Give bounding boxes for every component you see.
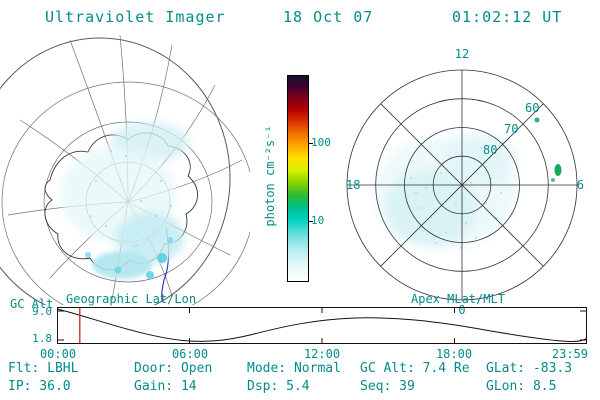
colorbar-tick-100-mark: [308, 143, 313, 144]
altitude-plot-ticks: [57, 307, 587, 344]
apex-panel-caption: Apex MLat/MLT: [411, 292, 505, 306]
mlt-label-0: 0: [458, 303, 465, 317]
mlat-label-80: 80: [483, 143, 497, 157]
status-glon: GLon: 8.5: [486, 379, 557, 394]
mlt-label-18: 18: [346, 178, 360, 192]
alt-ymin-label: 1.8: [32, 332, 52, 345]
status-ip: IP: 36.0: [8, 379, 71, 394]
status-dsp: Dsp: 5.4: [247, 379, 310, 394]
xtick-1800: 18:00: [435, 347, 473, 361]
geo-panel-caption: Geographic Lat/Lon: [66, 292, 197, 306]
status-glat: GLat: -83.3: [486, 361, 573, 376]
status-flt: Flt: LBHL: [8, 361, 79, 376]
geographic-map-panel: [0, 34, 250, 305]
green-spot-tiny: [551, 178, 555, 182]
status-gain: Gain: 14: [134, 379, 197, 394]
mlt-label-6: 6: [577, 178, 584, 192]
xtick-1200: 12:00: [303, 347, 341, 361]
colorbar-tick-100: 100: [311, 136, 331, 149]
status-seq: Seq: 39: [360, 379, 415, 394]
status-mode: Mode: Normal: [247, 361, 341, 376]
altitude-plot: [57, 307, 588, 344]
status-gcalt: GC Alt: 7.4 Re: [360, 361, 470, 376]
date-label: 18 Oct 07: [283, 8, 374, 26]
xtick-2359: 23:59: [551, 347, 588, 361]
colorbar-unit-label: photon cm⁻²s⁻¹: [263, 125, 277, 227]
app-title: Ultraviolet Imager: [45, 8, 226, 26]
xtick-0600: 06:00: [171, 347, 209, 361]
apex-polar-panel: 12 0 18 6 60 70 80: [346, 47, 584, 317]
mlt-spokes: [347, 70, 577, 300]
mlt-label-12: 12: [455, 47, 469, 61]
altitude-curve: [57, 308, 588, 343]
status-door: Door: Open: [134, 361, 213, 376]
aurora-emission-geo: [60, 122, 190, 279]
alt-ymax-label: 9.0: [32, 305, 52, 318]
earth-limb: [0, 37, 231, 305]
mlat-label-70: 70: [504, 122, 518, 136]
colorbar-tick-10: 10: [311, 214, 325, 227]
colorbar: [287, 75, 309, 282]
green-spot-small: [534, 117, 540, 123]
green-spot-large: [554, 164, 562, 176]
mlat-label-60: 60: [525, 101, 539, 115]
xtick-0000: 00:00: [39, 347, 77, 361]
colorbar-tick-10-mark: [308, 221, 313, 222]
alt-plot-label: GC Alt: [10, 297, 54, 311]
time-label: 01:02:12 UT: [452, 8, 563, 26]
